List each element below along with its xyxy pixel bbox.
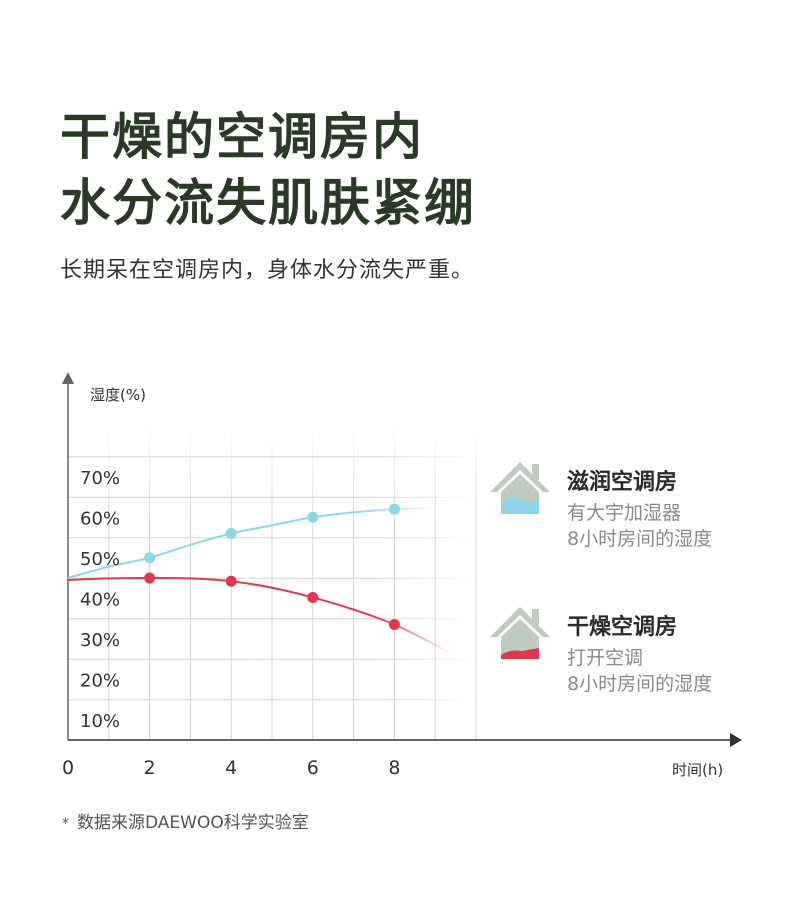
house-roof: [490, 607, 550, 637]
data-point-moist: [225, 527, 237, 539]
y-axis-arrow: [62, 372, 74, 384]
headline: 干燥的空调房内 水分流失肌肤紧绷: [60, 104, 476, 236]
x-tick-label: 0: [62, 757, 74, 779]
data-point-dry: [144, 572, 156, 584]
footnote-text: 数据来源DAEWOO科学实验室: [77, 813, 309, 833]
y-tick-label: 50%: [80, 549, 120, 570]
x-tick-label: 4: [225, 757, 237, 779]
legend-title-moist: 滋润空调房: [567, 469, 677, 495]
house-chimney: [532, 609, 539, 625]
x-tick-label: 8: [388, 757, 400, 779]
house-water-level: [501, 496, 539, 514]
house-water-level: [501, 648, 539, 659]
y-axis-label: 湿度(%): [90, 386, 146, 404]
data-point-dry: [307, 591, 319, 603]
subtitle: 长期呆在空调房内，身体水分流失严重。: [60, 258, 475, 283]
data-point-moist: [144, 552, 156, 564]
legend-title-dry: 干燥空调房: [567, 614, 677, 640]
series-line-dry: [67, 576, 457, 658]
data-point-dry: [388, 619, 400, 631]
house-roof: [490, 462, 550, 492]
chart-axes: [62, 372, 742, 747]
series-line-moist: [67, 507, 436, 579]
humidity-chart: 湿度(%) 时间(h) 10% 20% 30% 40% 50% 60% 70% 0 2 4 6 8 滋润空…: [62, 372, 742, 779]
headline-line-2: 水分流失肌肤紧绷: [60, 174, 476, 232]
legend-description-moist: 8小时房间的湿度: [567, 528, 712, 550]
house-dry-icon: [490, 607, 550, 659]
chart-grid: [68, 420, 480, 740]
x-tick-label: 6: [307, 757, 319, 779]
headline-line-1: 干燥的空调房内: [60, 108, 424, 166]
chart-series: [67, 503, 457, 658]
chart-ticks: 湿度(%) 时间(h) 10% 20% 30% 40% 50% 60% 70% 0 2 4 6 8: [62, 386, 723, 779]
data-point-moist: [307, 511, 319, 523]
house-humid-icon: [490, 462, 550, 514]
legend-description-dry: 8小时房间的湿度: [567, 673, 712, 695]
y-tick-label: 30%: [80, 630, 120, 651]
data-point-moist: [388, 503, 400, 515]
footnote: * 数据来源DAEWOO科学实验室: [62, 808, 309, 833]
x-axis-arrow: [730, 733, 742, 747]
y-tick-label: 20%: [80, 670, 120, 691]
house-body: [501, 619, 539, 659]
y-tick-label: 70%: [80, 468, 120, 489]
y-tick-label: 60%: [80, 508, 120, 529]
x-axis-label: 时间(h): [672, 761, 723, 779]
house-chimney: [532, 464, 539, 480]
y-tick-label: 40%: [80, 589, 120, 610]
legend-description-moist: 有大宇加湿器: [567, 502, 681, 524]
x-tick-label: 2: [144, 757, 156, 779]
footnote-star: *: [62, 816, 69, 832]
data-point-dry: [225, 575, 237, 587]
y-tick-label: 10%: [80, 711, 120, 732]
legend-description-dry: 打开空调: [567, 647, 643, 669]
